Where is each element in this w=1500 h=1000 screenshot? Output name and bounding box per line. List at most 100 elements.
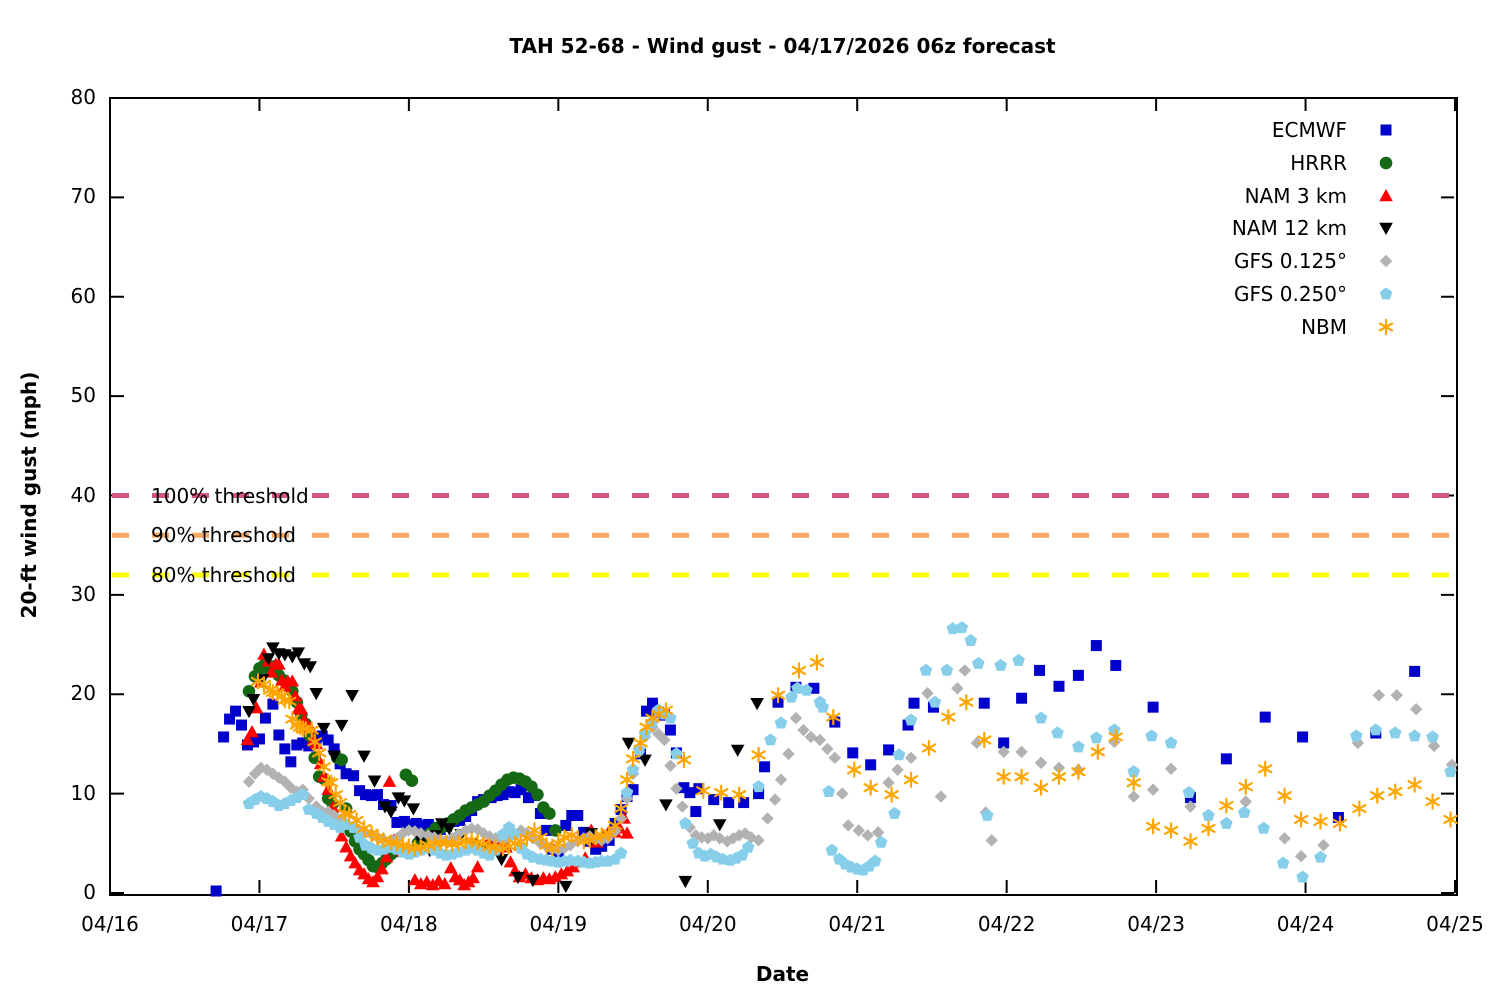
point-gfs-0-250 <box>904 713 918 726</box>
point-gfs-0-250 <box>1182 786 1196 799</box>
point-ecmwf <box>522 792 534 804</box>
point-ecmwf <box>340 768 352 780</box>
point-gfs-0-125 <box>278 775 292 788</box>
point-gfs-0-125 <box>1317 839 1330 852</box>
point-nam-12-km <box>406 803 421 816</box>
threshold-label: 90% threshold <box>151 523 296 548</box>
point-nbm <box>282 693 297 710</box>
point-gfs-0-125 <box>836 787 849 800</box>
x-tick-label: 04/21 <box>828 912 887 936</box>
point-gfs-0-250 <box>1369 723 1383 736</box>
legend-marker-gfs-0-125 <box>1379 254 1393 268</box>
point-gfs-0-250 <box>1202 808 1215 821</box>
point-nam-12-km <box>309 688 324 701</box>
point-gfs-0-125 <box>882 776 895 789</box>
x-tick-label: 04/20 <box>678 912 737 936</box>
point-ecmwf <box>1220 753 1232 765</box>
point-nam-12-km <box>334 719 349 733</box>
point-ecmwf <box>829 716 841 728</box>
point-ecmwf <box>279 743 291 755</box>
point-nam-3-km <box>466 871 480 884</box>
point-ecmwf <box>273 729 285 741</box>
x-tick-label: 04/19 <box>529 912 588 936</box>
point-hrrr <box>543 807 556 820</box>
point-ecmwf <box>410 817 422 829</box>
point-nbm <box>676 751 692 768</box>
point-gfs-0-125 <box>1427 739 1441 753</box>
point-gfs-0-125 <box>1278 832 1291 845</box>
point-nam-12-km <box>367 775 382 788</box>
point-gfs-0-250 <box>1145 729 1158 742</box>
point-gfs-0-125 <box>1294 850 1308 863</box>
point-ecmwf <box>1259 711 1271 723</box>
point-ecmwf <box>391 816 403 828</box>
point-gfs-0-125 <box>254 761 268 774</box>
point-nam-3-km <box>379 850 394 863</box>
point-ecmwf <box>534 808 546 819</box>
point-gfs-0-125 <box>852 824 865 837</box>
point-nbm <box>1090 743 1106 760</box>
threshold-label: 100% threshold <box>151 483 309 508</box>
point-gfs-0-250 <box>1220 816 1233 829</box>
point-gfs-0-250 <box>940 663 954 676</box>
point-nbm <box>1163 822 1179 839</box>
point-ecmwf <box>978 697 990 709</box>
point-nam-3-km <box>334 829 349 842</box>
point-gfs-0-250 <box>1127 765 1140 778</box>
point-gfs-0-250 <box>822 785 836 798</box>
point-ecmwf <box>360 789 372 801</box>
point-gfs-0-125 <box>707 829 720 842</box>
point-gfs-0-250 <box>686 836 700 849</box>
point-ecmwf <box>759 761 771 773</box>
point-nbm <box>696 782 711 799</box>
point-nbm <box>770 687 786 704</box>
point-gfs-0-250 <box>1388 726 1402 739</box>
point-gfs-0-125 <box>1108 735 1121 749</box>
legend-marker-hrrr <box>1379 156 1393 170</box>
point-nam-12-km <box>242 705 256 719</box>
legend-label-nbm: NBM <box>1301 315 1347 339</box>
point-gfs-0-125 <box>804 730 818 744</box>
point-nam-3-km <box>503 855 518 868</box>
point-nbm <box>921 739 937 757</box>
point-ecmwf <box>515 784 527 796</box>
point-ecmwf <box>590 843 602 855</box>
point-gfs-0-125 <box>797 723 810 737</box>
point-gfs-0-250 <box>1408 729 1421 742</box>
point-gfs-0-125 <box>891 763 904 776</box>
point-gfs-0-250 <box>679 816 692 829</box>
legend-label-nam-12-km: NAM 12 km <box>1231 216 1347 240</box>
y-tick-label: 50 <box>70 383 96 408</box>
point-nam-12-km <box>246 694 261 707</box>
point-nbm <box>1425 793 1440 810</box>
point-ecmwf <box>503 786 515 798</box>
point-nbm <box>1201 820 1216 837</box>
point-nam-12-km <box>384 806 398 819</box>
point-hrrr <box>335 753 348 767</box>
point-nbm <box>451 835 466 852</box>
point-gfs-0-250 <box>1296 870 1309 883</box>
point-gfs-0-250 <box>1072 740 1085 753</box>
point-gfs-0-125 <box>997 745 1010 759</box>
point-gfs-0-125 <box>904 751 918 765</box>
point-nbm <box>349 812 364 829</box>
point-ecmwf <box>678 782 690 794</box>
point-nbm <box>1145 818 1161 835</box>
point-gfs-0-250 <box>1090 731 1103 744</box>
x-tick-label: 04/18 <box>380 912 438 936</box>
point-gfs-0-125 <box>564 839 577 852</box>
point-ecmwf <box>267 698 279 710</box>
point-ecmwf <box>497 789 509 801</box>
point-gfs-0-250 <box>1350 729 1363 742</box>
point-gfs-0-250 <box>1051 726 1064 739</box>
point-gfs-0-250 <box>1426 730 1439 743</box>
point-hrrr <box>405 774 419 788</box>
point-ecmwf <box>1297 731 1309 743</box>
point-gfs-0-125 <box>658 733 671 747</box>
point-nbm <box>557 829 572 846</box>
point-gfs-0-250 <box>868 854 882 867</box>
point-nbm <box>884 786 899 803</box>
point-nam-3-km <box>272 657 286 670</box>
point-nbm <box>633 734 648 752</box>
point-gfs-0-250 <box>1164 736 1178 749</box>
